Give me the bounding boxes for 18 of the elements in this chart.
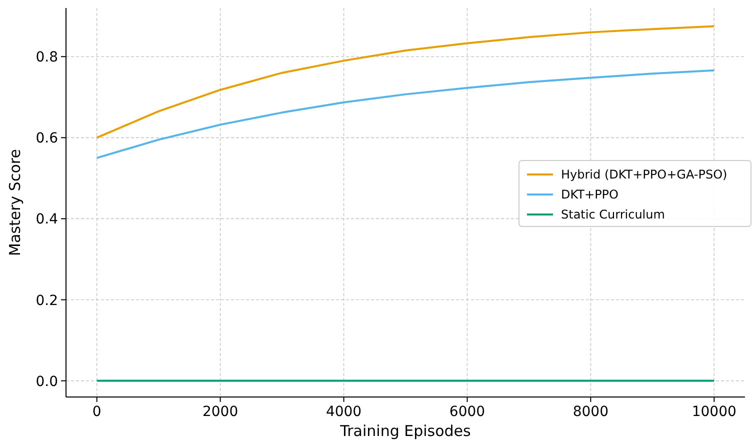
x-tick-label: 10000 [692, 404, 736, 420]
x-tick-label: 6000 [449, 404, 486, 420]
y-tick-label: 0.4 [36, 212, 58, 228]
y-tick-label: 0.6 [36, 130, 58, 147]
x-axis-title: Training Episodes [339, 422, 472, 440]
legend-label: Static Curriculum [561, 208, 665, 222]
x-tick-label: 8000 [572, 404, 608, 420]
y-tick-label: 0.8 [36, 50, 58, 66]
x-tick-label: 4000 [326, 404, 362, 420]
x-tick-label: 2000 [202, 404, 238, 420]
legend-label: Hybrid (DKT+PPO+GA-PSO) [561, 168, 728, 182]
y-tick-label: 0.2 [36, 292, 58, 309]
x-tick-label: 0 [92, 404, 102, 420]
y-tick-label: 0.0 [36, 374, 58, 390]
line-series [96, 69, 716, 159]
legend-label: DKT+PPO [561, 188, 618, 202]
line-series [96, 25, 716, 139]
y-axis-title: Mastery Score [6, 149, 24, 256]
